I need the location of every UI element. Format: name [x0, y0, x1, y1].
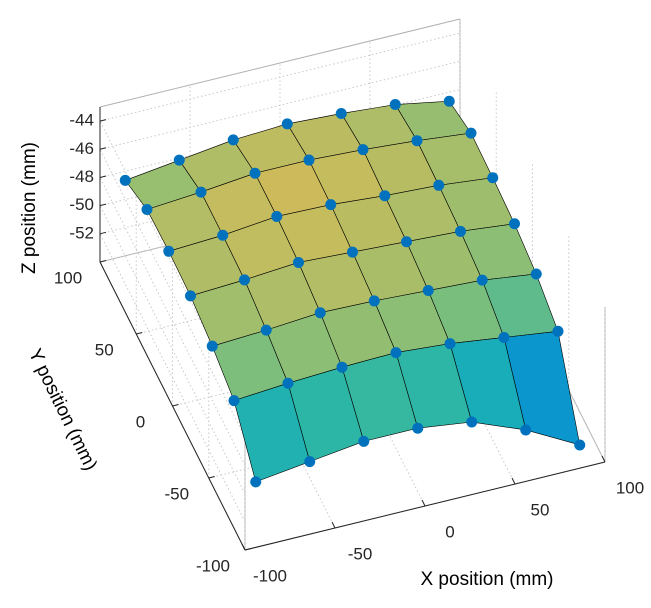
x-tick-label: 0 — [445, 522, 454, 541]
x-tick-label: 50 — [531, 500, 550, 519]
data-point — [260, 324, 272, 336]
x-tick — [241, 543, 246, 551]
x-tick — [421, 499, 426, 507]
x-tick-label: -100 — [253, 566, 287, 585]
data-point — [228, 395, 240, 407]
y-tick — [136, 332, 143, 335]
x-tick — [511, 477, 516, 485]
data-point — [476, 274, 488, 286]
data-point — [173, 154, 185, 166]
data-point — [347, 246, 358, 258]
data-point — [401, 236, 412, 248]
data-point — [552, 325, 564, 337]
z-tick — [99, 203, 107, 207]
z-axis-label: Z position (mm) — [19, 142, 40, 274]
data-point — [466, 416, 478, 428]
data-point — [433, 179, 445, 191]
data-point — [357, 144, 369, 156]
y-tick — [244, 548, 252, 551]
data-point — [249, 167, 261, 179]
y-tick — [172, 404, 179, 407]
data-point — [239, 274, 250, 286]
x-axis-label: X position (mm) — [420, 569, 553, 590]
y-tick-label: 100 — [54, 268, 82, 287]
grid-line — [99, 32, 461, 122]
z-tick-label: -46 — [69, 139, 94, 158]
data-point — [250, 476, 262, 488]
grid-line — [99, 233, 246, 523]
data-point — [335, 108, 347, 120]
x-tick — [331, 521, 336, 529]
data-point — [368, 295, 380, 307]
data-point — [304, 456, 316, 468]
data-point — [314, 307, 326, 319]
z-tick-label: -44 — [69, 111, 94, 130]
data-point — [444, 338, 456, 350]
data-point — [217, 229, 229, 241]
y-tick-label: 0 — [136, 412, 145, 431]
data-point — [358, 435, 370, 447]
data-point — [195, 186, 207, 198]
data-point — [530, 268, 542, 280]
data-point — [487, 172, 499, 184]
x-tick-label: 100 — [616, 478, 644, 497]
data-point — [227, 134, 239, 146]
data-point — [411, 135, 423, 147]
z-tick-label: -48 — [69, 167, 94, 186]
data-point — [271, 210, 283, 222]
data-point — [390, 347, 402, 359]
data-point — [282, 377, 294, 389]
x-tick-label: -50 — [348, 544, 373, 563]
data-point — [498, 331, 510, 343]
data-point — [574, 439, 586, 451]
data-point — [455, 225, 466, 237]
y-tick-label: -100 — [196, 556, 230, 575]
data-point — [293, 256, 304, 268]
grid-line — [99, 60, 461, 150]
data-point — [141, 204, 153, 216]
z-tick — [99, 119, 107, 122]
y-tick — [208, 476, 215, 479]
data-point — [379, 190, 391, 202]
data-point — [509, 218, 520, 230]
data-point — [443, 95, 455, 107]
data-point — [206, 340, 218, 352]
data-point — [119, 174, 131, 186]
data-point — [422, 285, 434, 297]
data-point — [520, 424, 532, 436]
z-tick — [99, 175, 107, 178]
data-point — [336, 361, 348, 373]
data-point — [412, 422, 424, 434]
box-edge — [99, 18, 461, 108]
z-tick-label: -50 — [69, 195, 94, 214]
z-tick — [99, 147, 107, 150]
data-point — [389, 99, 401, 111]
grid-line — [99, 120, 246, 410]
z-tick-label: -52 — [69, 223, 94, 242]
grid-line — [99, 177, 246, 466]
y-axis-label: Y position (mm) — [24, 346, 101, 474]
grid-line — [99, 149, 246, 438]
y-tick-label: 50 — [95, 340, 114, 359]
data-point — [163, 245, 175, 257]
y-tick-label: -50 — [164, 484, 189, 503]
data-point — [465, 127, 477, 139]
x-tick — [601, 455, 606, 463]
data-point — [281, 118, 293, 130]
z-tick — [99, 231, 107, 235]
data-point — [325, 199, 337, 211]
y-tick — [99, 260, 107, 263]
data-point — [185, 290, 196, 302]
data-point — [303, 154, 315, 166]
grid-line — [99, 205, 246, 494]
